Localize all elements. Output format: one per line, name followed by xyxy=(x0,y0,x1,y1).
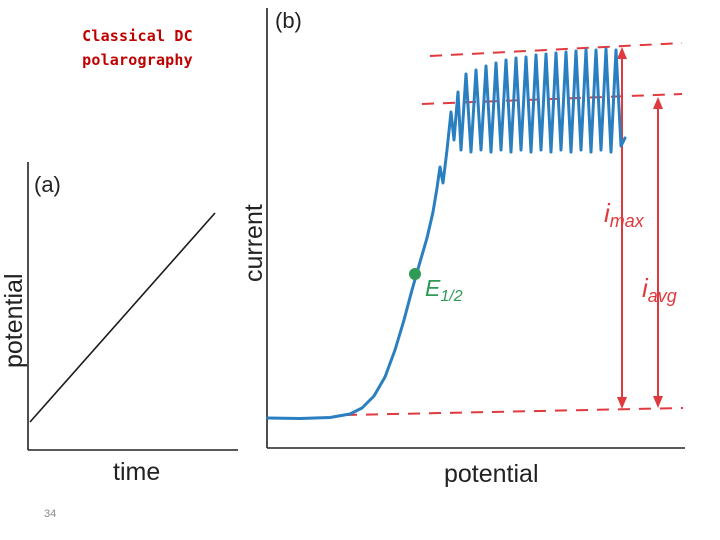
i-max-arrow-head-top xyxy=(617,47,627,59)
i-max-upper-dashed-line xyxy=(429,42,683,57)
slide-title-line1: Classical DC xyxy=(82,27,193,45)
i-avg-arrow-head-top xyxy=(653,97,663,109)
potential-ramp-line xyxy=(29,212,216,423)
panel-a: (a) potential time xyxy=(0,162,238,486)
panel-b-xlabel: potential xyxy=(444,460,539,488)
i-max-arrow-head-bottom xyxy=(617,397,627,409)
e-half-label: E1/2 xyxy=(425,275,463,305)
i-max-label: imax xyxy=(604,198,645,231)
panel-a-label: (a) xyxy=(34,172,61,197)
panel-b-ylabel: current xyxy=(240,204,268,282)
half-wave-potential-point xyxy=(409,268,421,280)
slide-title: Classical DC polarography xyxy=(40,24,235,72)
panel-a-ylabel: potential xyxy=(0,273,28,368)
slide-title-line2: polarography xyxy=(82,51,193,69)
panel-b-label: (b) xyxy=(275,8,302,33)
i-avg-arrow-head-bottom xyxy=(653,396,663,408)
baseline-dashed-line xyxy=(344,407,684,416)
slide-page-number: 34 xyxy=(44,508,57,520)
current-curve xyxy=(266,47,627,420)
panel-b: (b) current potential imax iavg E1/2 xyxy=(240,8,685,488)
panel-a-xlabel: time xyxy=(113,458,160,486)
i-avg-label: iavg xyxy=(642,273,677,306)
